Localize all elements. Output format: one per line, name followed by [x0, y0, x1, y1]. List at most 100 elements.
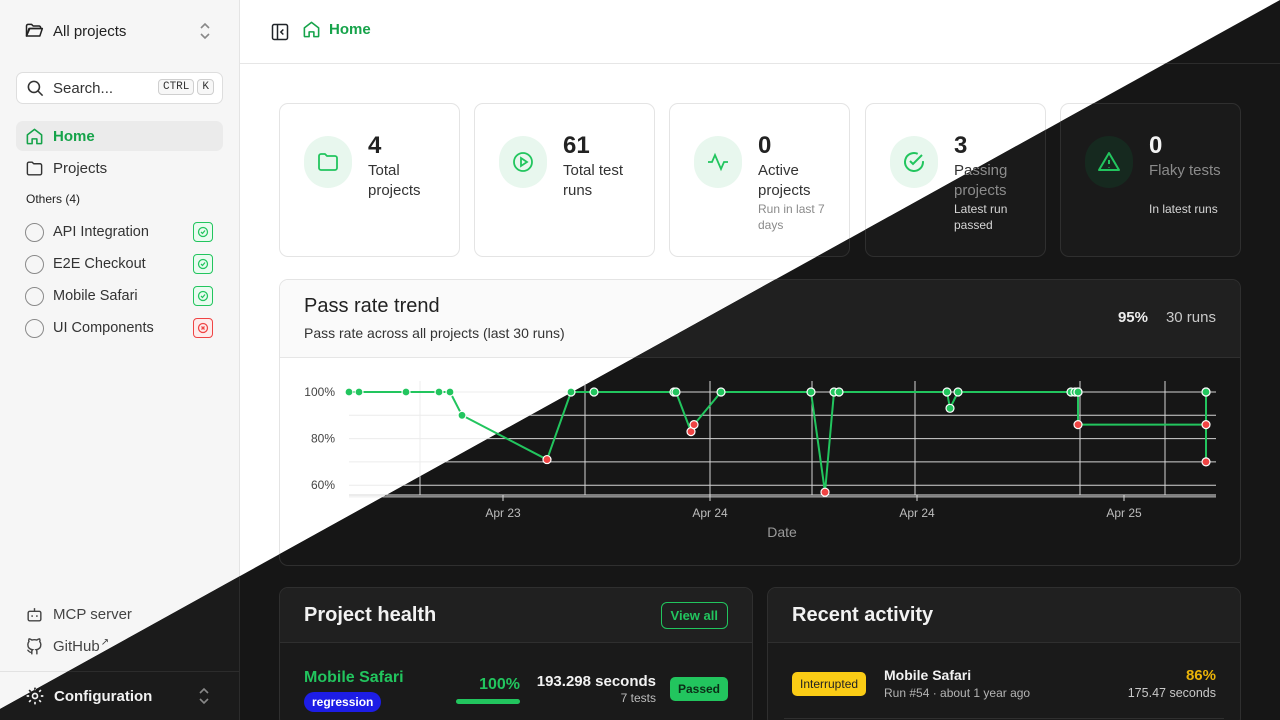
- project-pass-bar-fill: [456, 699, 520, 704]
- trend-runs: 30 runs: [1165, 309, 1216, 326]
- project-switcher[interactable]: All projects: [16, 14, 224, 48]
- stat-card-active-projects: 0 Active projects Run in last 7 days: [669, 103, 850, 257]
- project-circle-icon: [25, 286, 44, 306]
- folder-icon: [304, 136, 352, 188]
- breadcrumb[interactable]: Home: [302, 20, 371, 39]
- project-health-header: Project health View all: [280, 588, 752, 643]
- project-label: E2E Checkout: [53, 256, 146, 272]
- data-point: [1201, 457, 1211, 467]
- project-test-count: 7 tests: [620, 691, 656, 705]
- project-item[interactable]: Mobile Safari: [16, 281, 223, 311]
- data-point: [1073, 420, 1083, 430]
- breadcrumb-label: Home: [329, 21, 371, 38]
- project-pass-pct: 100%: [479, 676, 520, 693]
- project-item[interactable]: E2E Checkout: [16, 249, 223, 279]
- view-all-button[interactable]: View all: [660, 602, 728, 629]
- data-point: [689, 420, 699, 430]
- data-point: [445, 387, 455, 397]
- external-link-icon: ↗: [100, 636, 110, 648]
- status-badge: Interrupted: [792, 672, 867, 696]
- home-icon: [26, 128, 43, 144]
- activity-pass-pct: 86%: [1185, 667, 1216, 684]
- folder-icon: [26, 160, 43, 176]
- stat-card-total-test-runs: 61 Total test runs: [474, 103, 655, 257]
- data-point: [542, 454, 552, 465]
- data-point: [1201, 387, 1211, 397]
- data-point: [671, 387, 681, 397]
- stat-label: Total projects: [368, 162, 421, 199]
- kbd-ctrl: CTRL: [157, 79, 195, 95]
- sidebar-item-projects[interactable]: Projects: [16, 153, 223, 183]
- data-point: [820, 487, 830, 497]
- search-icon: [27, 80, 44, 96]
- stat-value: 0: [1149, 132, 1163, 159]
- chevrons-up-down-icon: [200, 22, 210, 40]
- stat-sub: Run in last 7 days: [758, 202, 825, 232]
- data-point: [806, 387, 816, 397]
- configuration-button[interactable]: Configuration: [16, 682, 223, 710]
- kbd-k: K: [197, 79, 214, 95]
- data-point: [1201, 420, 1211, 430]
- stat-card-flaky-tests: 0 Flaky tests In latest runs: [1060, 103, 1241, 257]
- stat-label: Total test runs: [563, 162, 624, 199]
- play-circle-icon: [499, 136, 547, 188]
- data-point: [401, 387, 411, 397]
- x-circle-icon: [193, 318, 213, 338]
- sidebar-item-label: Projects: [53, 159, 108, 177]
- project-circle-icon: [25, 222, 44, 242]
- project-circle-icon: [25, 318, 44, 338]
- x-tick-label: Apr 24: [692, 506, 728, 520]
- data-point: [434, 387, 444, 397]
- section-title: Others (4): [26, 192, 81, 206]
- data-point: [354, 387, 364, 397]
- activity-project-name[interactable]: Mobile Safari: [884, 667, 972, 683]
- activity-meta: Run #54 · about 1 year ago: [884, 686, 1031, 700]
- search-input[interactable]: Search... CTRL K: [16, 72, 223, 104]
- data-point: [953, 387, 963, 397]
- stat-label: Active projects: [758, 162, 811, 199]
- data-point: [1073, 387, 1083, 397]
- data-point: [942, 387, 952, 397]
- mcp-server-label: MCP server: [53, 605, 132, 623]
- project-switcher-label: All projects: [53, 22, 127, 40]
- recent-activity-panel: Recent activity Interrupted Mobile Safar…: [767, 587, 1241, 720]
- stat-sub: In latest runs: [1149, 202, 1218, 216]
- activity-duration: 175.47 seconds: [1127, 686, 1216, 700]
- data-point: [344, 387, 354, 397]
- recent-activity-header: Recent activity: [768, 588, 1240, 643]
- check-icon: [193, 286, 213, 306]
- sidebar-item-label: Home: [53, 127, 95, 145]
- trend-title: Pass rate trend: [304, 295, 440, 317]
- github-icon: [27, 637, 42, 654]
- github-label: GitHub: [53, 637, 100, 655]
- trend-subtitle: Pass rate across all projects (last 30 r…: [304, 325, 565, 341]
- x-tick-label: Apr 25: [1106, 506, 1142, 520]
- status-badge: Passed: [669, 677, 728, 701]
- github-link[interactable]: GitHub ↗: [16, 632, 223, 660]
- search-placeholder: Search...: [53, 79, 114, 97]
- project-health-panel: Project health View all Mobile Safari re…: [279, 587, 753, 720]
- data-point: [945, 403, 955, 413]
- data-point: [834, 387, 844, 397]
- sidebar-toggle-icon[interactable]: [270, 22, 290, 42]
- chevrons-up-down-icon: [199, 687, 209, 705]
- data-point: [457, 410, 467, 420]
- project-pass-bar: [456, 699, 520, 704]
- activity-icon: [694, 136, 742, 188]
- project-label: UI Components: [53, 320, 154, 336]
- mcp-server-link[interactable]: MCP server: [16, 600, 223, 628]
- data-point: [589, 387, 599, 397]
- x-axis-label: Date: [767, 524, 797, 540]
- project-item[interactable]: UI Components: [16, 313, 223, 343]
- project-tag: regression: [304, 692, 382, 712]
- project-label: Mobile Safari: [53, 288, 138, 304]
- bot-icon: [27, 607, 42, 622]
- project-health-name[interactable]: Mobile Safari: [304, 669, 404, 686]
- sidebar-item-home[interactable]: Home: [16, 121, 223, 151]
- project-item[interactable]: API Integration: [16, 217, 223, 247]
- stat-value: 4: [368, 132, 382, 159]
- alert-triangle-icon: [1085, 136, 1133, 188]
- check-circle-icon: [890, 136, 938, 188]
- stat-label: Flaky tests: [1149, 162, 1221, 179]
- home-icon: [303, 21, 320, 38]
